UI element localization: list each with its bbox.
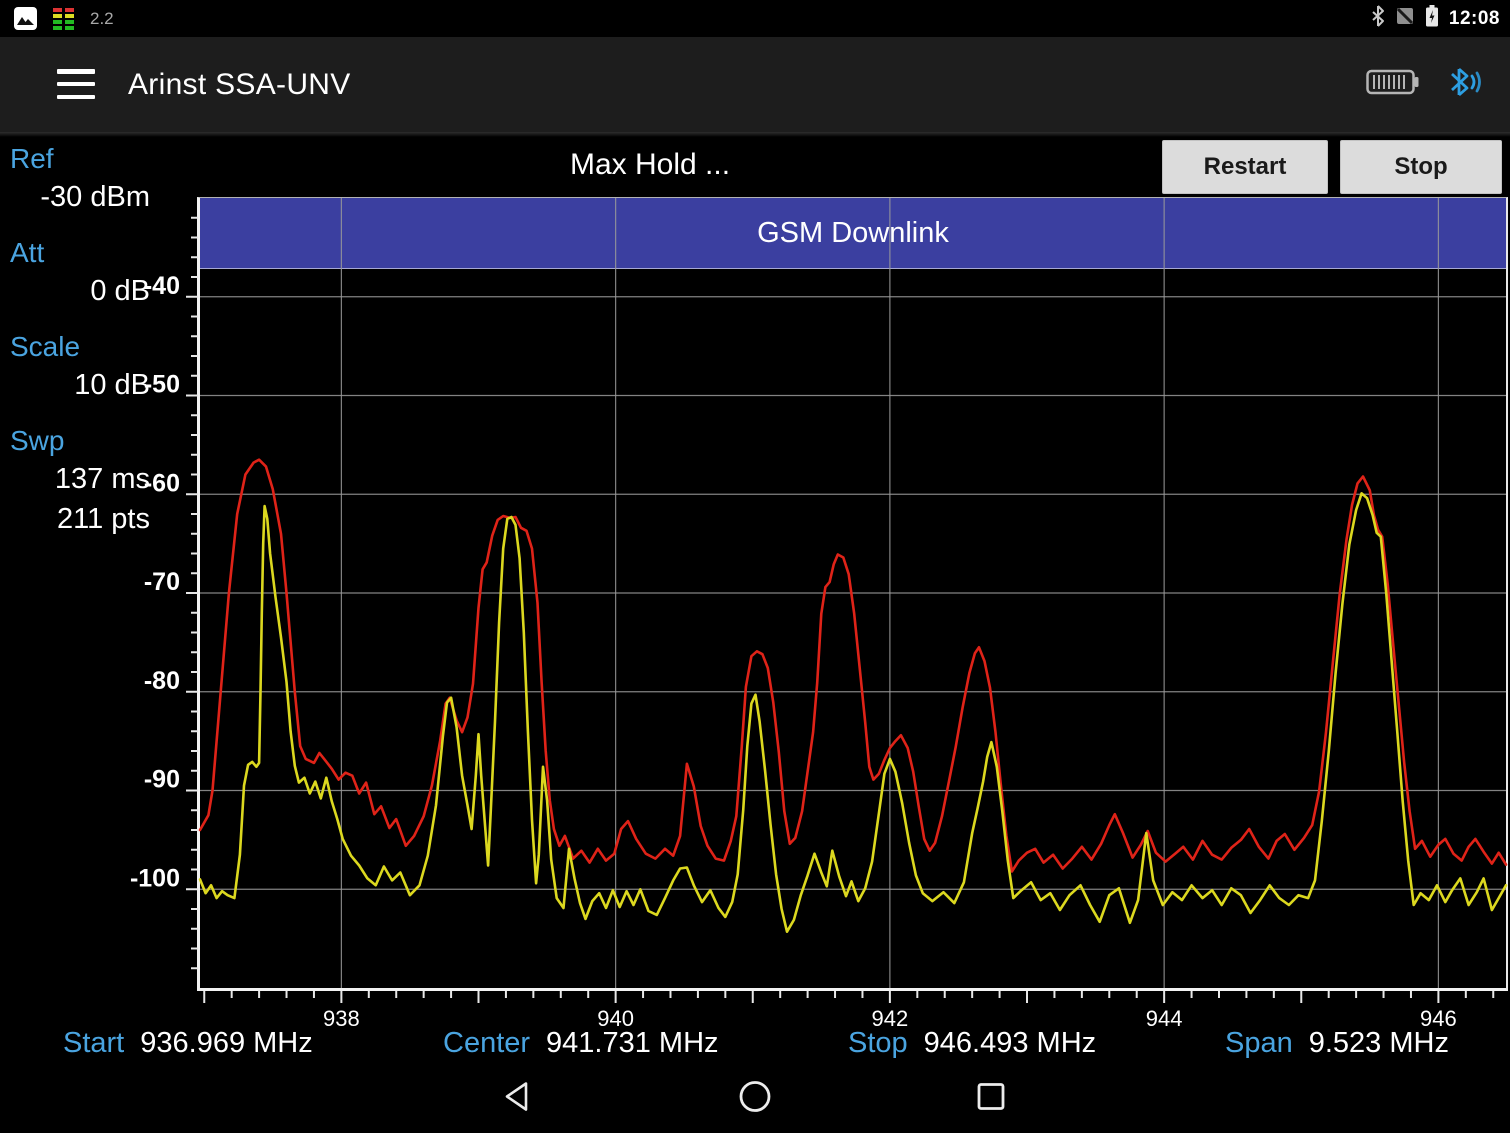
gallery-notification-icon xyxy=(14,7,37,30)
ref-label[interactable]: Ref xyxy=(10,143,54,174)
swp-time-value[interactable]: 137 ms xyxy=(54,463,150,495)
bluetooth-connected-icon[interactable] xyxy=(1448,66,1482,103)
stop-button[interactable]: Stop xyxy=(1340,140,1502,194)
y-tick-label: -90 xyxy=(144,766,180,794)
scale-value[interactable]: 10 dB xyxy=(74,369,150,401)
y-tick-label: -100 xyxy=(130,864,180,892)
recents-icon[interactable] xyxy=(975,1081,1007,1118)
home-icon[interactable] xyxy=(737,1079,773,1120)
spectrum-plot[interactable]: GSM Downlink -40 -50 -60 -70 -80 -90 -100 938 94… xyxy=(130,197,1508,1031)
band-label: GSM Downlink xyxy=(757,216,949,249)
app-title: Arinst SSA-UNV xyxy=(128,67,351,101)
device-battery-icon[interactable] xyxy=(1366,68,1420,101)
x-tick-label: 938 xyxy=(323,1006,360,1031)
status-version-text: 2.2 xyxy=(90,8,114,28)
trace-current xyxy=(198,491,1508,934)
y-tick-label: -50 xyxy=(144,371,180,399)
freq-span[interactable]: Span 9.523 MHz xyxy=(1225,1027,1449,1059)
plot-canvas: -40 -50 -60 -70 -80 -90 -100 938 940 942 944 946 xyxy=(130,198,1508,1031)
menu-icon[interactable] xyxy=(57,69,95,99)
no-signal-icon xyxy=(1395,6,1415,31)
freq-center[interactable]: Center 941.731 MHz xyxy=(443,1027,719,1059)
battery-charging-icon xyxy=(1425,5,1439,32)
x-tick-label: 944 xyxy=(1146,1006,1183,1031)
ref-value[interactable]: -30 dBm xyxy=(40,181,150,213)
app-bar: Arinst SSA-UNV xyxy=(0,37,1510,132)
mode-status-text: Max Hold ... xyxy=(570,148,731,181)
y-tick-label: -80 xyxy=(144,667,180,695)
y-tick-label: -70 xyxy=(144,568,180,596)
scale-label[interactable]: Scale xyxy=(10,331,81,362)
status-bar: 2.2 12:08 xyxy=(0,0,1510,37)
att-value[interactable]: 0 dB xyxy=(90,275,150,307)
att-label[interactable]: Att xyxy=(10,237,45,268)
x-tick-label: 940 xyxy=(597,1006,634,1031)
app-bar-shadow xyxy=(0,132,1510,137)
restart-button[interactable]: Restart xyxy=(1162,140,1328,194)
freq-start[interactable]: Start 936.969 MHz xyxy=(63,1027,313,1059)
y-tick-label: -40 xyxy=(144,272,180,300)
clock: 12:08 xyxy=(1448,7,1500,29)
x-tick-label: 942 xyxy=(872,1006,909,1031)
x-tick-label: 946 xyxy=(1420,1006,1457,1031)
back-icon[interactable] xyxy=(502,1080,530,1119)
y-tick-label: -60 xyxy=(144,469,180,497)
trace-max-hold xyxy=(198,458,1508,873)
swp-label[interactable]: Swp xyxy=(10,425,65,456)
bluetooth-status-icon xyxy=(1371,5,1385,32)
freq-stop[interactable]: Stop 946.493 MHz xyxy=(848,1027,1097,1059)
levels-notification-icon xyxy=(53,7,74,30)
gsm-downlink-band: GSM Downlink xyxy=(200,198,1506,270)
swp-points-value[interactable]: 211 pts xyxy=(57,503,150,535)
navigation-bar xyxy=(0,1065,1510,1133)
